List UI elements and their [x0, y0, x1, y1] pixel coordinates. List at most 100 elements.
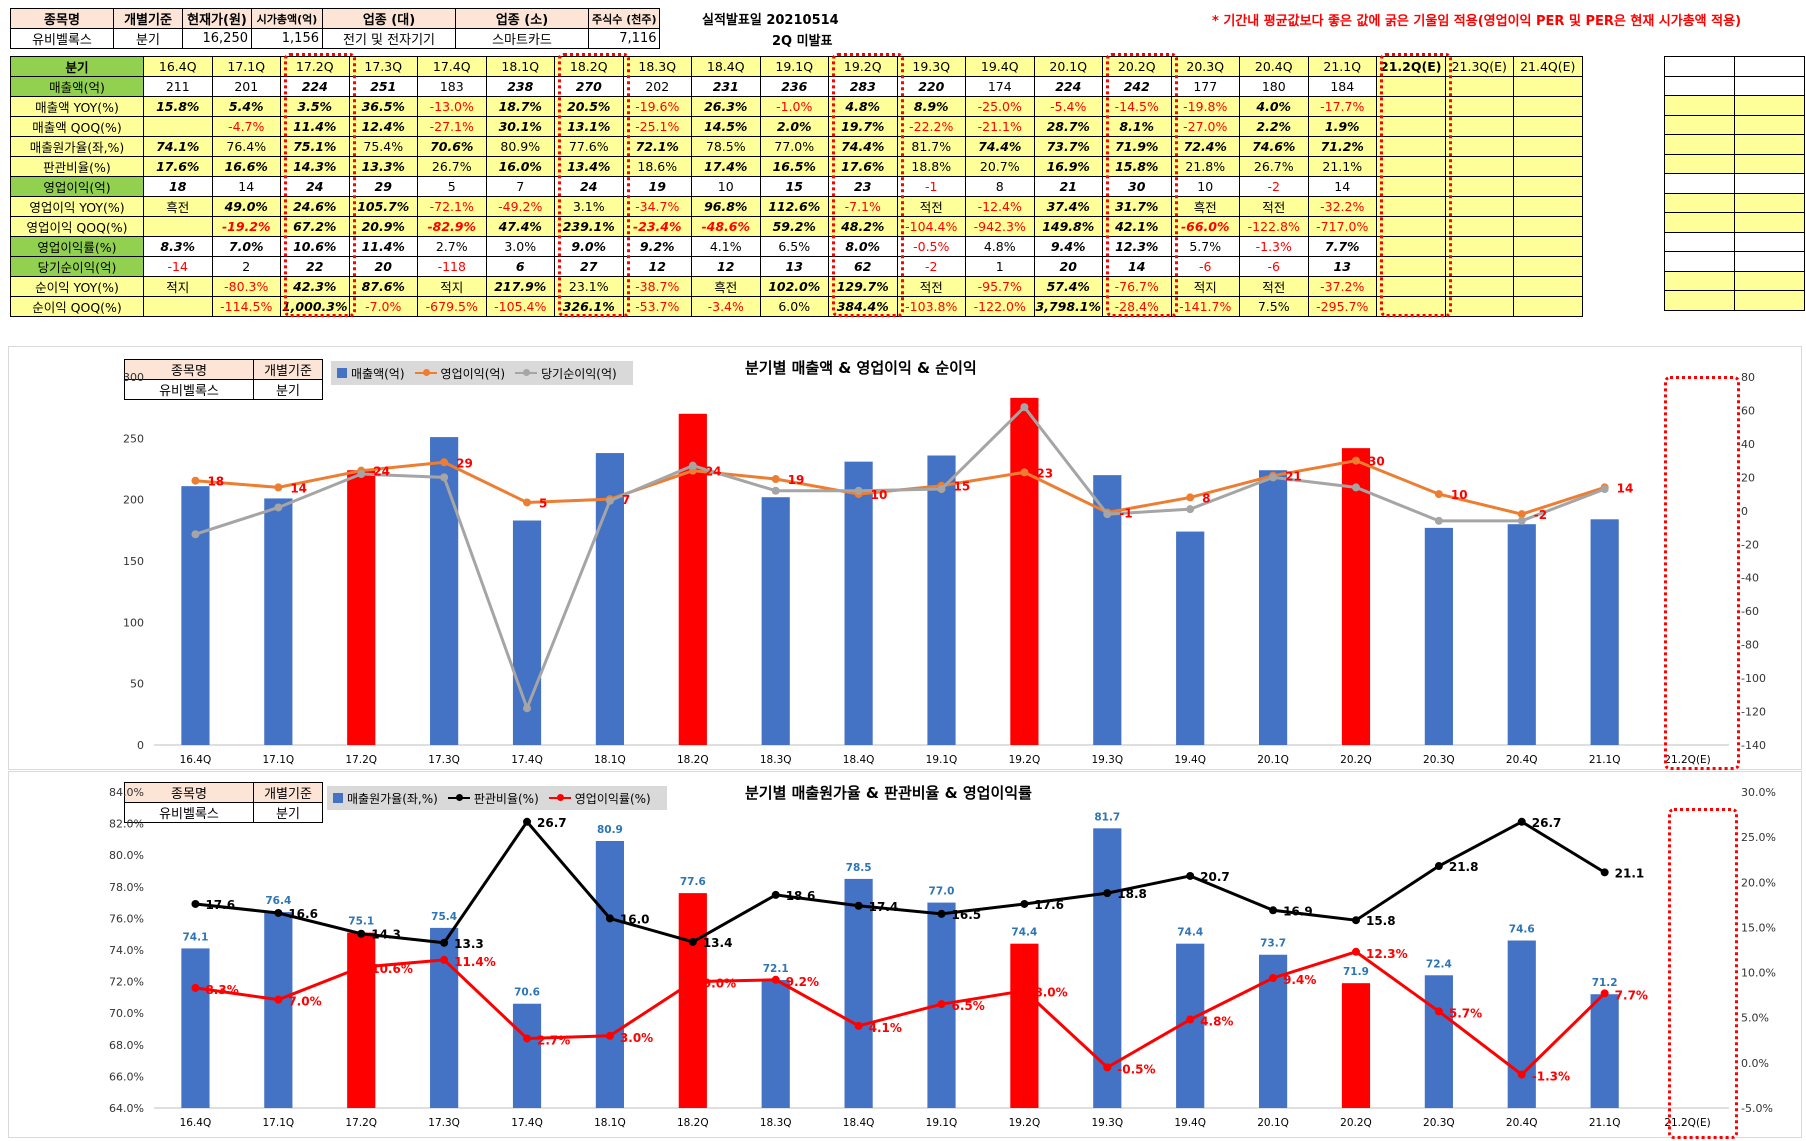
right-tick-label: -20 [1741, 538, 1759, 551]
series-point-2 [440, 955, 449, 964]
table-cell: 87.6% [348, 276, 418, 297]
table-cell: 17.6% [828, 156, 898, 177]
series-point-2 [937, 1000, 946, 1009]
table-cell: 217.9% [485, 276, 555, 297]
table-cell: 76.4% [211, 136, 281, 157]
table-cell: 23 [828, 176, 898, 197]
left-tick-label: 68.0% [109, 1039, 144, 1052]
table-cell [1513, 176, 1583, 197]
table-cell: 30.1% [485, 116, 555, 137]
left-tick-label: 150 [123, 555, 144, 568]
right-tick-label: 60 [1741, 404, 1755, 417]
cost-ratio-label: 72.1 [763, 963, 789, 975]
table-cell: -14 [143, 256, 213, 277]
bar [927, 455, 956, 745]
bar [1258, 470, 1288, 745]
chart1-label-basis: 개별기준 [253, 359, 323, 380]
table-cell: 72.4% [1170, 136, 1240, 157]
series-point-1 [937, 909, 946, 918]
table-header-quarter: 21.4Q(E) [1513, 56, 1583, 77]
bar [761, 980, 790, 1108]
table-cell [1513, 296, 1583, 317]
table-cell: 3,798.1% [1033, 296, 1103, 317]
table-cell: 11.4% [280, 116, 350, 137]
side-cell [1664, 192, 1735, 213]
op-profit-label: 18 [207, 475, 224, 489]
table-cell: 2 [211, 256, 281, 277]
op-profit-label: -2 [1534, 508, 1547, 522]
table-cell: 149.8% [1033, 216, 1103, 237]
table-cell: 10.6% [280, 236, 350, 257]
table-cell [1376, 236, 1446, 257]
series-point-1 [1351, 456, 1360, 465]
table-cell: -19.2% [211, 216, 281, 237]
table-cell: 283 [828, 76, 898, 97]
table-header-quarter: 19.2Q [828, 56, 898, 77]
table-cell: 2.2% [1239, 116, 1309, 137]
side-cell [1734, 114, 1805, 135]
x-tick-label: 20.3Q [1423, 1117, 1455, 1129]
side-cell [1734, 270, 1805, 291]
bar [264, 912, 293, 1108]
table-cell: 8.9% [896, 96, 966, 117]
right-tick-label: 80 [1741, 371, 1755, 384]
table-cell: 96.8% [691, 196, 761, 217]
sga-ratio-label: 21.1 [1615, 866, 1645, 880]
cost-ratio-label: 78.5 [846, 862, 872, 874]
series-point-1 [1351, 916, 1360, 925]
side-cell [1664, 231, 1735, 252]
bar [1176, 531, 1205, 745]
announce-status: 2Q 미발표 [772, 34, 833, 49]
op-profit-label: 24 [705, 465, 722, 479]
table-cell: 129.7% [828, 276, 898, 297]
table-cell [1513, 156, 1583, 177]
right-tick-label: 20.0% [1741, 876, 1776, 889]
table-cell: 67.2% [280, 216, 350, 237]
table-cell: 62 [828, 256, 898, 277]
row-label: 매출액(억) [10, 76, 144, 97]
table-cell: 8 [965, 176, 1035, 197]
table-cell: 24 [554, 176, 624, 197]
table-cell [1376, 156, 1446, 177]
announce-date: 20210514 [766, 13, 839, 28]
op-profit-label: 23 [1036, 466, 1053, 480]
table-cell: 220 [896, 76, 966, 97]
x-tick-label: 17.1Q [263, 754, 295, 766]
table-cell: 14 [1307, 176, 1377, 197]
x-tick-label: 16.4Q [180, 754, 212, 766]
table-cell: 1.9% [1307, 116, 1377, 137]
table-cell: -1.3% [1239, 236, 1309, 257]
table-cell: 15.8% [1102, 156, 1172, 177]
cost-ratio-label: 73.7 [1260, 938, 1286, 950]
side-empty-table [1664, 56, 1805, 311]
series-point-2 [357, 963, 366, 972]
table-cell: 57.4% [1033, 276, 1103, 297]
x-tick-label: 17.1Q [263, 1117, 295, 1129]
row-label: 영업이익 QOQ(%) [10, 216, 144, 237]
stock-info-table: 종목명 개별기준 현재가(원) 시가총액(억) 업종 (대) 업종 (소) 주식… [10, 8, 661, 49]
table-cell: 31.7% [1102, 196, 1172, 217]
table-cell: 75.1% [280, 136, 350, 157]
op-margin-label: 2.7% [537, 1033, 570, 1047]
series-point-2 [1103, 1063, 1112, 1072]
row-label: 영업이익 YOY(%) [10, 196, 144, 217]
series-point-2 [937, 485, 946, 494]
table-cell: -122.8% [1239, 216, 1309, 237]
chart1-info-table: 종목명 개별기준 유비벨록스 분기 [124, 359, 323, 400]
op-profit-label: 10 [1451, 488, 1468, 502]
table-cell: -2 [896, 256, 966, 277]
series-point-2 [274, 503, 283, 512]
table-cell: -19.8% [1170, 96, 1240, 117]
chart1-title: 분기별 매출액 & 영업이익 & 순이익 [745, 359, 977, 377]
table-cell: 적지 [1170, 276, 1240, 297]
table-cell: -679.5% [417, 296, 487, 317]
table-cell: -95.7% [965, 276, 1035, 297]
series-point-2 [523, 1034, 532, 1043]
table-cell: 3.0% [485, 236, 555, 257]
x-tick-label: 18.2Q [677, 754, 709, 766]
table-cell: 74.1% [143, 136, 213, 157]
side-cell [1734, 153, 1805, 174]
series-point-2 [1434, 1007, 1443, 1016]
table-cell: -141.7% [1170, 296, 1240, 317]
bar [1590, 519, 1619, 745]
